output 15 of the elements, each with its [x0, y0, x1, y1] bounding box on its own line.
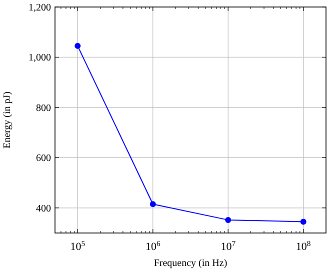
- y-axis-title: Energy (in pJ): [2, 91, 13, 149]
- x-tick-label: 10$^{5}$: [70, 238, 86, 253]
- y-tick-label: 400: [36, 203, 51, 214]
- y-tick-label: 1,000: [28, 52, 51, 64]
- y-tick-label: 1,200: [28, 2, 51, 14]
- point: [150, 201, 156, 208]
- y-tick-label: 800: [36, 102, 51, 114]
- x-tick-label: 10$^{8}$: [296, 238, 311, 253]
- x-tick-label: 10$^{7}$: [220, 238, 236, 253]
- x-axis-title: Frequency (in Hz): [154, 258, 228, 269]
- y-tick-label: 600: [36, 153, 51, 164]
- point: [300, 218, 306, 225]
- point: [74, 42, 81, 49]
- x-tick-label: 10$^{6}$: [145, 238, 160, 253]
- point: [225, 216, 232, 223]
